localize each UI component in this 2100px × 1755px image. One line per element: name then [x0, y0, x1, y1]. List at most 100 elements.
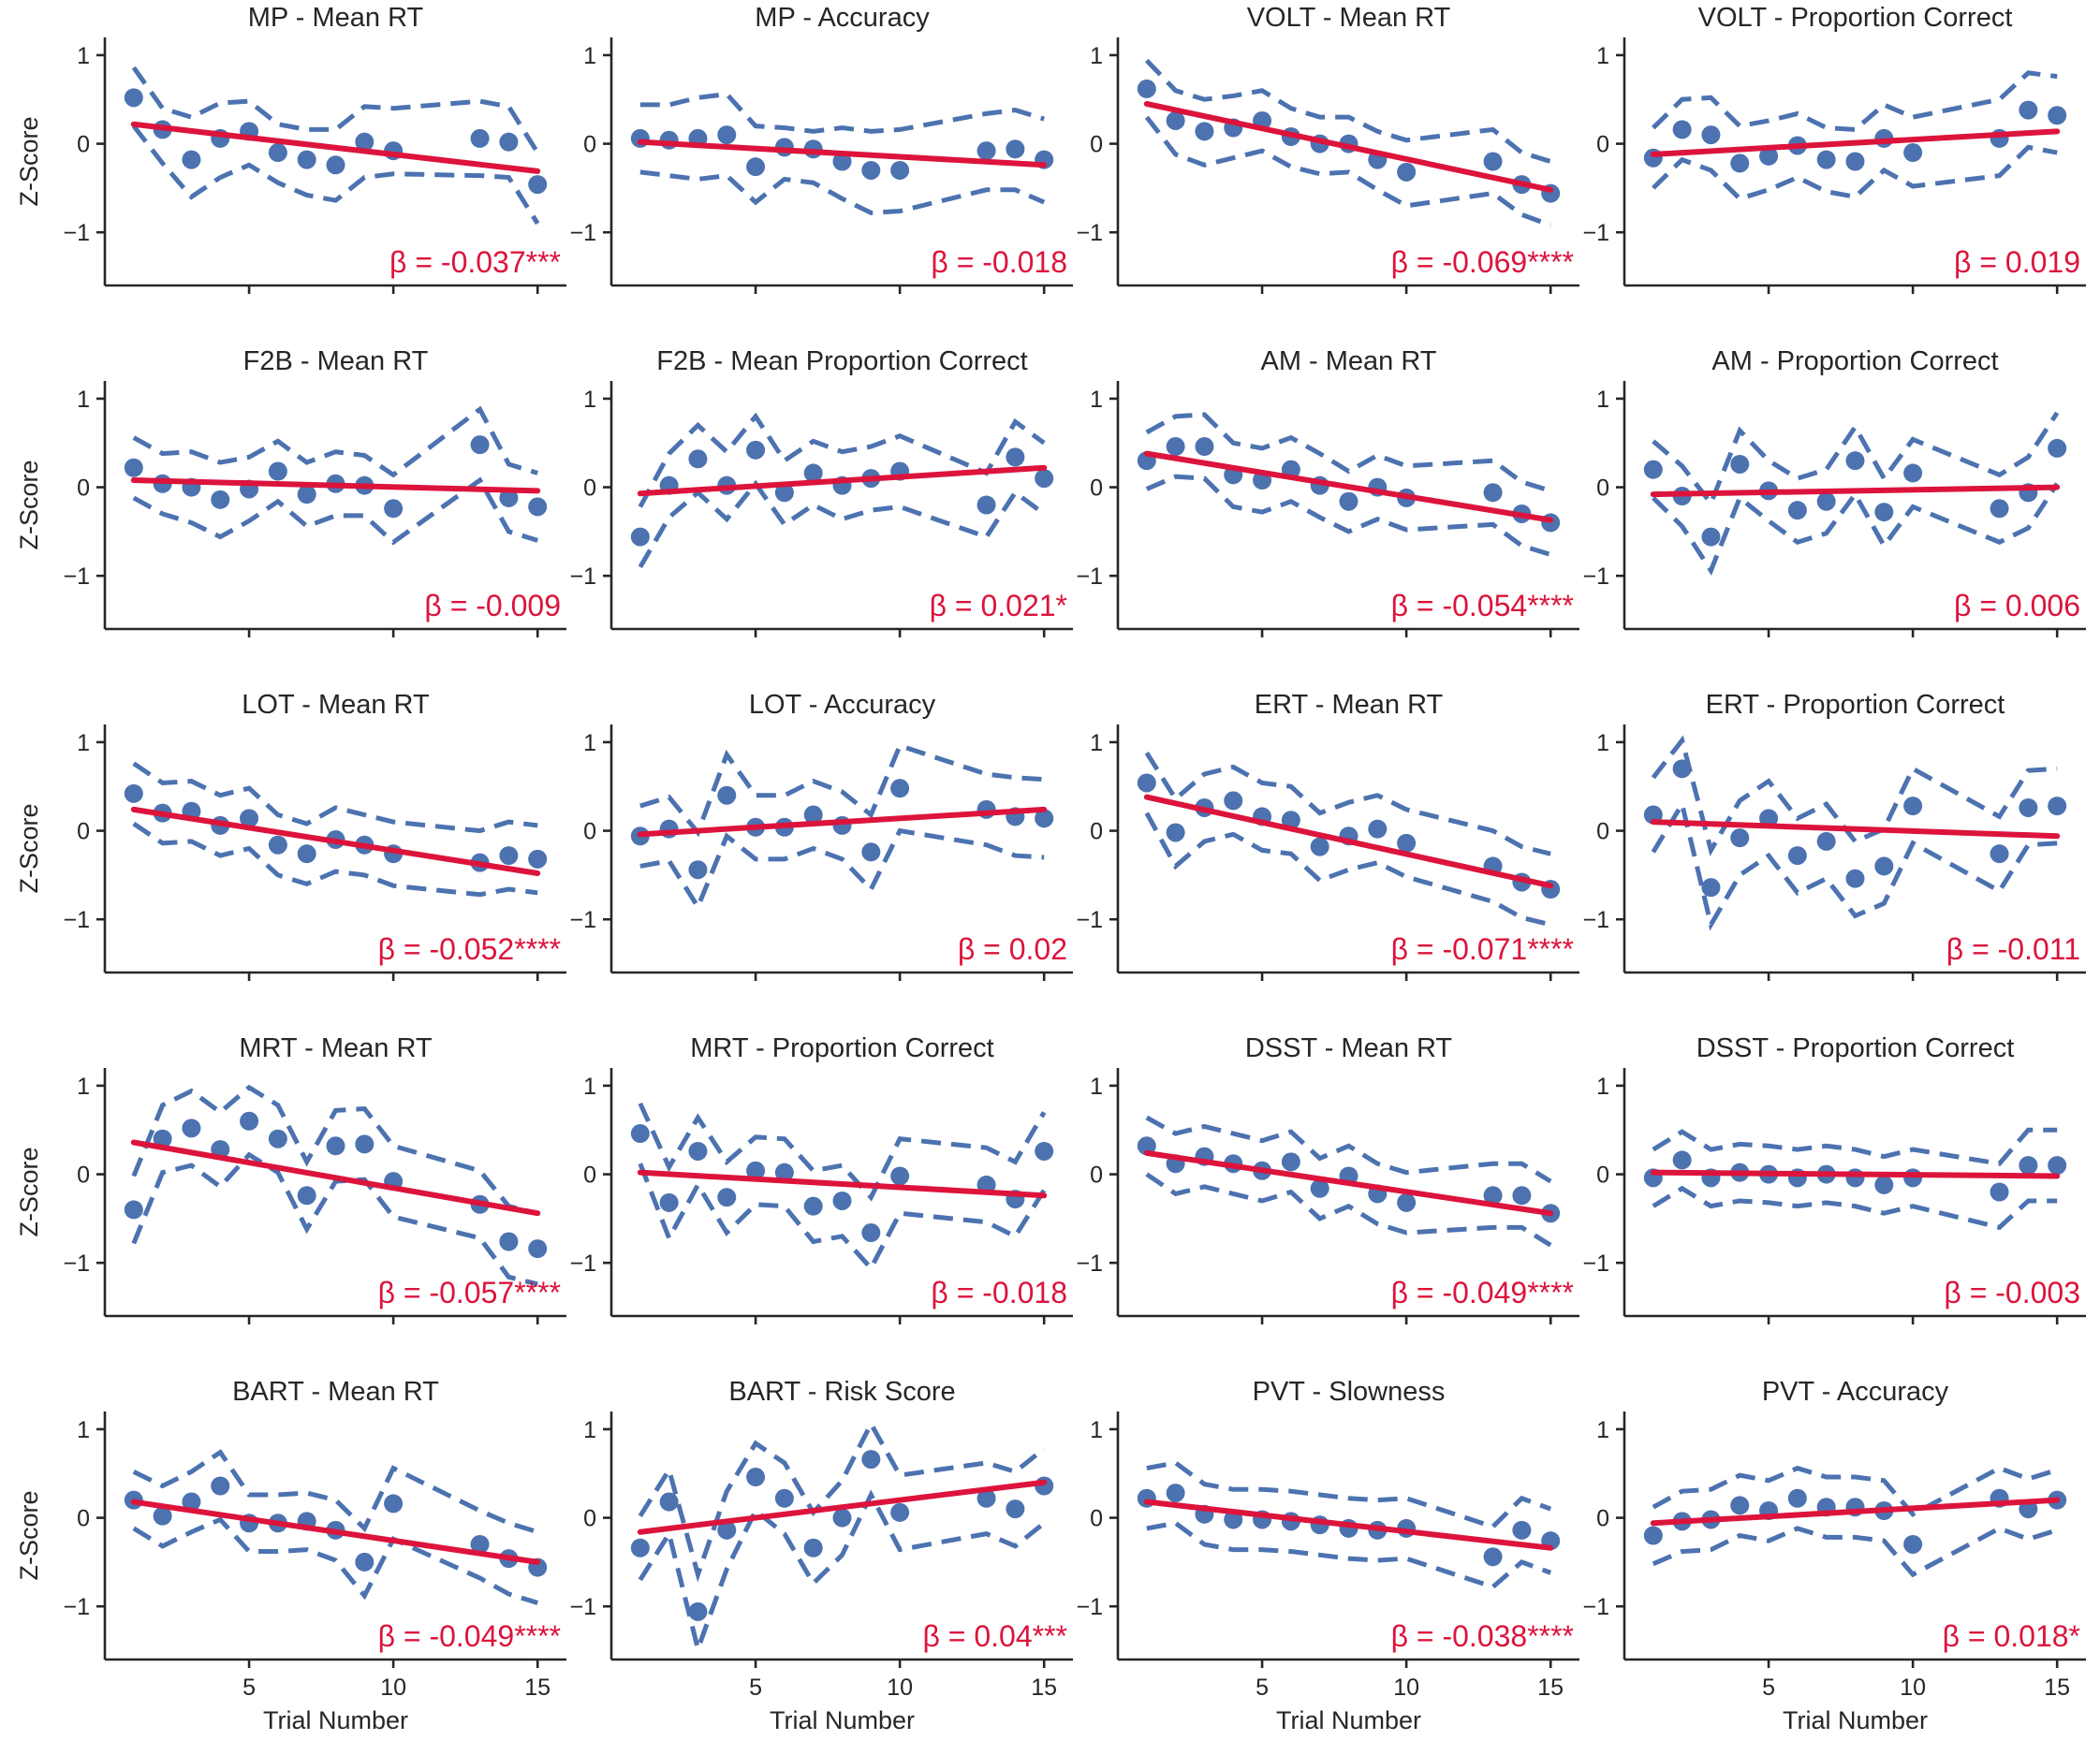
chart-10-point: [688, 860, 708, 880]
chart-7-panel: AM - Mean RT −1 0 1 β = -0.054****: [1076, 346, 1579, 637]
chart-4-ytick-label: 0: [1596, 132, 1609, 158]
chart-12-ytick-label: 1: [1596, 730, 1609, 756]
chart-1-ytick-label: 1: [77, 43, 90, 69]
chart-4-fit-line: [1650, 128, 2061, 157]
chart-3-point: [1397, 162, 1417, 182]
chart-19-lower-band: [1146, 1520, 1552, 1590]
chart-8-point: [1845, 451, 1865, 471]
chart-2-ytick-label: 1: [583, 43, 596, 69]
chart-5-ytick-label: 1: [77, 387, 90, 413]
chart-16-point: [1990, 1182, 2009, 1202]
chart-1-ytick-label: 0: [77, 132, 90, 158]
chart-8-point: [1816, 491, 1836, 511]
chart-7-ytick-label: 1: [1090, 387, 1103, 413]
chart-5-point: [528, 497, 548, 517]
chart-1-point: [182, 150, 201, 169]
chart-18-xtick-label: 15: [1031, 1675, 1057, 1701]
chart-3-ytick-label: 0: [1090, 132, 1103, 158]
chart-11-panel: ERT - Mean RT −1 0 1 β = -0.071****: [1076, 690, 1579, 981]
chart-3-panel: VOLT - Mean RT −1 0 1 β = -0.069****: [1076, 3, 1579, 294]
chart-14-point: [688, 1141, 708, 1161]
chart-13-point: [326, 1136, 345, 1156]
chart-1-panel: MP - Mean RT −1 0 1 Z-Score β = -0.037***: [15, 3, 566, 294]
chart-12-point: [2048, 797, 2067, 816]
chart-2-point: [746, 157, 766, 177]
chart-14-point: [774, 1163, 794, 1182]
chart-7-point: [1483, 483, 1503, 503]
chart-9-point: [124, 783, 143, 803]
chart-8-point: [1990, 499, 2009, 519]
chart-18-point: [890, 1502, 910, 1522]
chart-16-point: [1672, 1150, 1692, 1170]
chart-4-point: [1730, 154, 1750, 173]
chart-20-xtick-label: 5: [1762, 1675, 1775, 1701]
chart-19-x-axis-label: Trial Number: [1276, 1706, 1421, 1734]
chart-13-point: [124, 1200, 143, 1220]
chart-20-beta-label: β = 0.018*: [1943, 1619, 2080, 1653]
chart-8-ytick-label: −1: [1582, 563, 1609, 590]
chart-2-lower-band: [639, 169, 1046, 215]
chart-5-ytick-label: 0: [77, 475, 90, 502]
chart-15-upper-band: [1145, 1115, 1552, 1184]
chart-9-point: [240, 809, 259, 828]
chart-9-y-axis-label: Z-Score: [15, 803, 43, 893]
chart-3-ytick-label: 1: [1090, 43, 1103, 69]
chart-7-point: [1339, 491, 1358, 511]
chart-20-lower-band: [1652, 1526, 2058, 1578]
chart-11-point: [1166, 823, 1185, 842]
chart-13-panel: MRT - Mean RT −1 0 1 Z-Score β = -0.057****: [15, 1033, 566, 1324]
chart-2-title: MP - Accuracy: [755, 3, 930, 33]
chart-8-point: [1643, 460, 1663, 479]
chart-1-y-axis-label: Z-Score: [15, 116, 43, 206]
chart-7-beta-label: β = -0.054****: [1391, 589, 1574, 622]
chart-16-ytick-label: 1: [1596, 1074, 1609, 1100]
chart-2-beta-label: β = -0.018: [931, 245, 1067, 279]
chart-15-point: [1512, 1186, 1532, 1206]
chart-6-panel: F2B - Mean Proportion Correct −1 0 1 β = 0.0…: [569, 346, 1073, 637]
chart-1-fit-line: [130, 121, 541, 174]
chart-6-point: [774, 483, 794, 503]
chart-12-point: [1787, 846, 1807, 866]
chart-12-beta-label: β = -0.011: [1946, 932, 2080, 966]
chart-9-fit-line: [130, 806, 541, 876]
chart-14-panel: MRT - Proportion Correct −1 0 1 β = -0.018: [569, 1033, 1073, 1324]
chart-4-upper-band: [1652, 70, 2058, 132]
chart-20-point: [1903, 1534, 1923, 1554]
chart-18-point: [717, 1520, 737, 1540]
chart-15-lower-band: [1145, 1172, 1552, 1248]
chart-15-ytick-label: −1: [1076, 1250, 1103, 1277]
chart-20-title: PVT - Accuracy: [1762, 1377, 1949, 1407]
chart-13-point: [297, 1186, 316, 1206]
chart-13-point: [528, 1239, 548, 1259]
chart-15-point: [1281, 1152, 1300, 1172]
chart-5-ytick-label: −1: [63, 563, 90, 590]
chart-15-panel: DSST - Mean RT −1 0 1 β = -0.049****: [1076, 1033, 1579, 1324]
chart-13-ytick-label: 0: [77, 1163, 90, 1189]
chart-14-fit-line: [637, 1169, 1048, 1199]
chart-13-beta-label: β = -0.057****: [378, 1276, 561, 1309]
chart-17-beta-label: β = -0.049****: [378, 1619, 561, 1653]
chart-6-point: [1035, 469, 1054, 489]
chart-18-point: [1006, 1499, 1025, 1519]
chart-13-point: [355, 1134, 374, 1154]
chart-17-xtick-label: 10: [380, 1675, 406, 1701]
chart-4-point: [2048, 106, 2067, 125]
chart-19-upper-band: [1146, 1460, 1552, 1529]
chart-4-point: [1672, 120, 1692, 139]
chart-4-ytick-label: 1: [1596, 43, 1609, 69]
chart-19-point: [1512, 1520, 1532, 1540]
chart-16-title: DSST - Proportion Correct: [1696, 1033, 2015, 1063]
chart-20-point: [1787, 1488, 1807, 1508]
chart-16-ytick-label: −1: [1582, 1250, 1609, 1277]
chart-10-ytick-label: −1: [569, 907, 596, 933]
chart-11-point: [1224, 791, 1243, 811]
chart-2-point: [977, 141, 996, 161]
chart-2-point: [1006, 139, 1025, 159]
chart-18-xtick-label: 10: [887, 1675, 913, 1701]
chart-5-point: [297, 485, 316, 505]
chart-1-point: [268, 143, 287, 163]
chart-2-ytick-label: −1: [569, 220, 596, 246]
chart-18-point: [803, 1538, 823, 1558]
chart-12-panel: ERT - Proportion Correct −1 0 1 β = -0.011: [1582, 690, 2086, 981]
